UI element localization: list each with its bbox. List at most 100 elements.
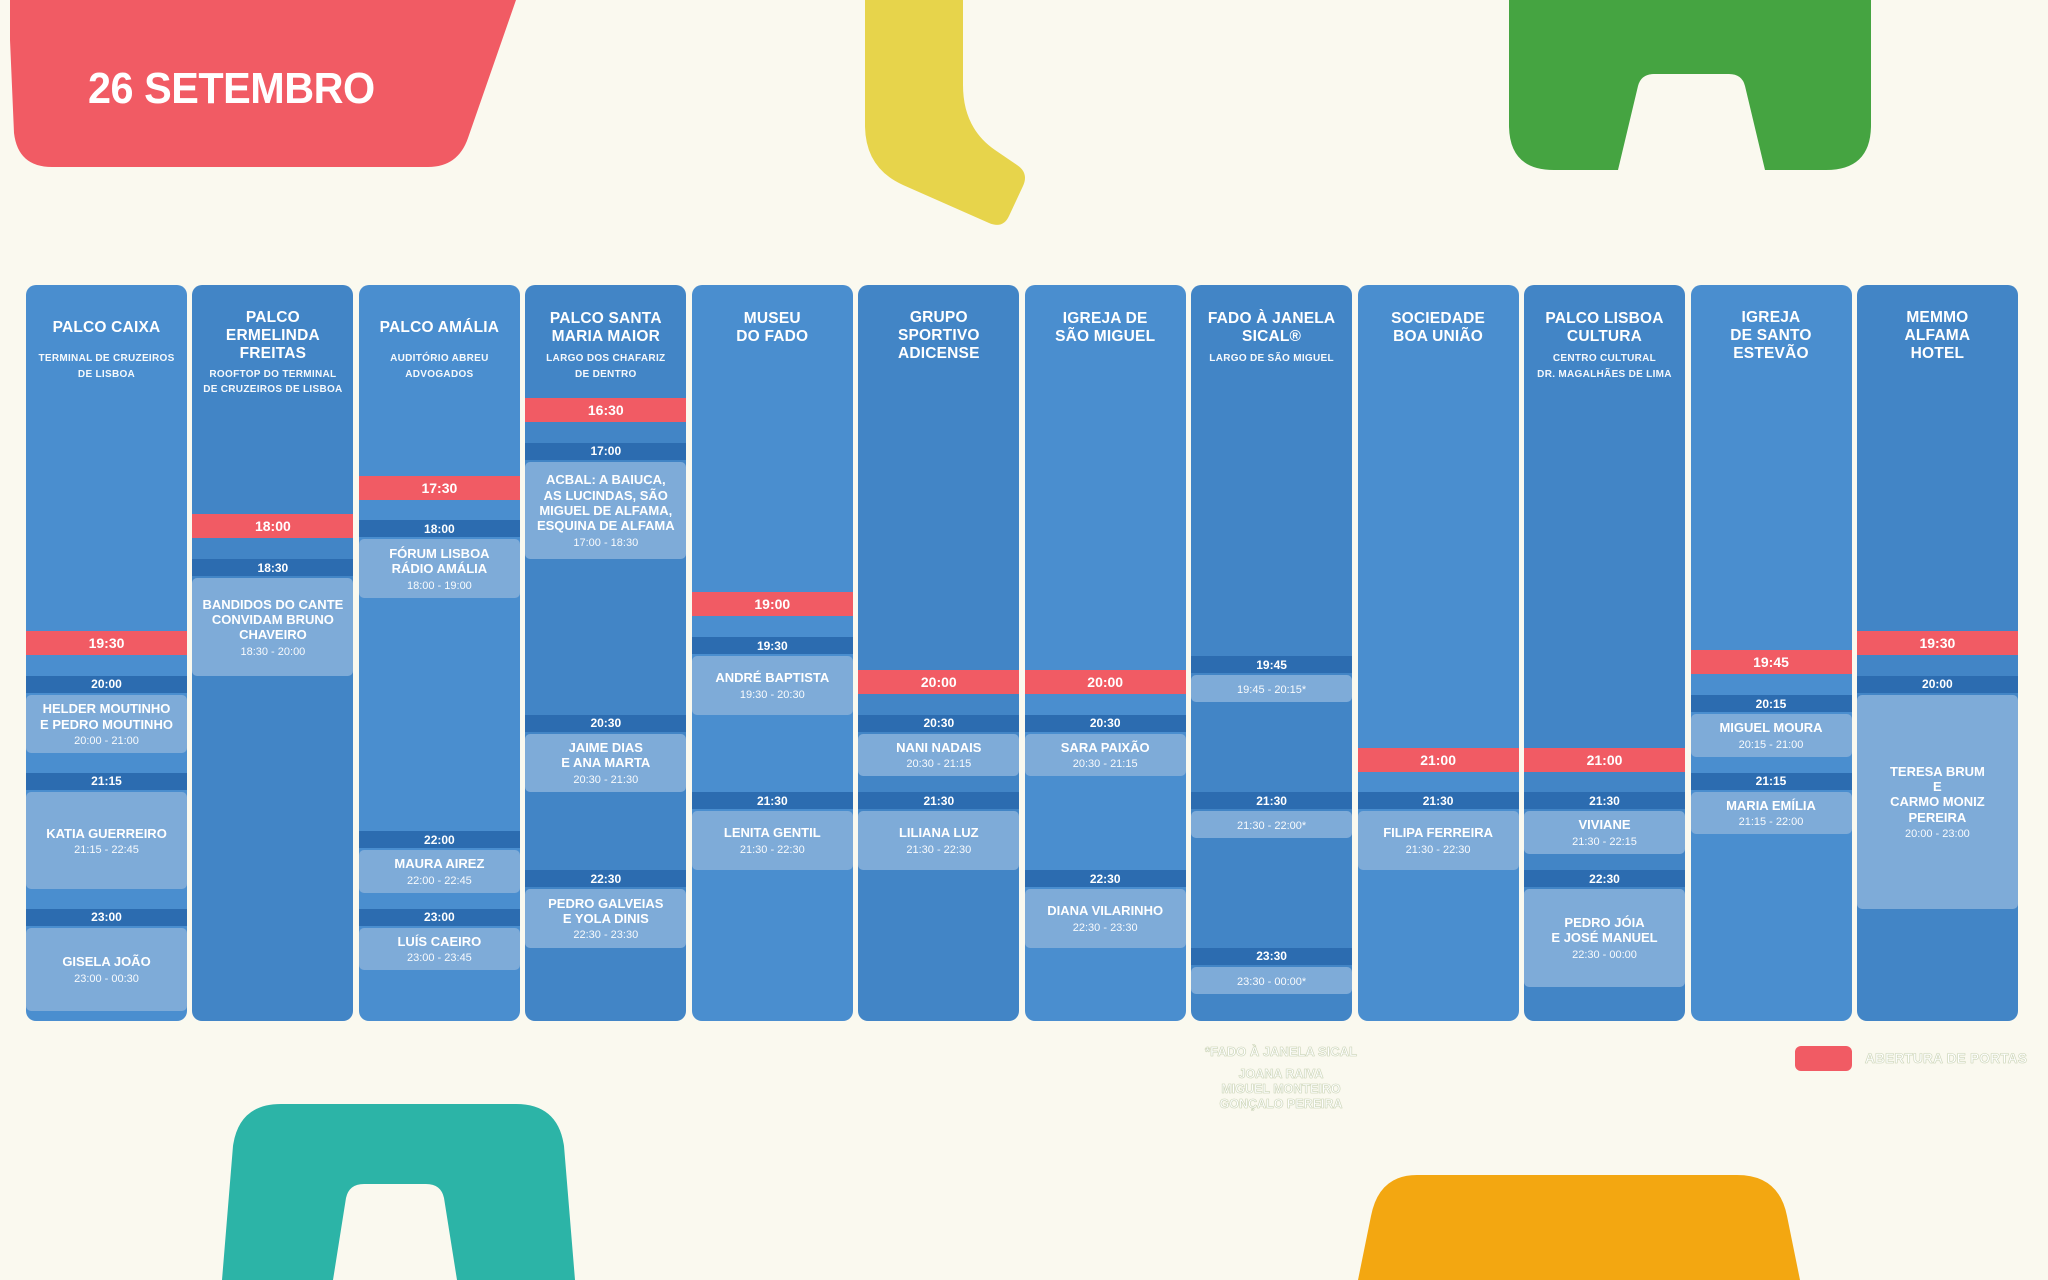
event-block: MARIA EMÍLIA 21:15 - 22:00 (1690, 791, 1852, 835)
event-time-range: 21:30 - 22:15 (1572, 835, 1637, 848)
event-block: FILIPA FERREIRA 21:30 - 22:30 (1357, 811, 1519, 870)
event-block: BANDIDOS DO CANTE CONVIDAM BRUNO CHAVEIR… (192, 578, 354, 676)
doors-open-bar: 19:30 (1856, 631, 2018, 655)
event-artist: MARIA EMÍLIA (1726, 797, 1816, 813)
event-time-range: 21:30 - 22:30 (739, 843, 805, 856)
footnote: *FADO À JANELA SICAL JOANA RAIVA MIGUEL MO… (1186, 1044, 1376, 1113)
event-time-range: 19:45 - 20:15* (1237, 684, 1307, 697)
event-start-time: 23:00 (26, 908, 187, 926)
venue-header: IGREJA DE SANTO ESTEVÃO (1691, 285, 1852, 363)
legend-label: ABERTURA DE PORTAS (1865, 1051, 2028, 1067)
venue-title: PALCO CAIXA (52, 319, 161, 337)
venue-title: GRUPO SPORTIVO ADICENSE (897, 309, 980, 362)
decor-green-arch-shape (1509, 0, 1871, 170)
event-start-time: 21:15 (26, 772, 187, 790)
footnote-line: MIGUEL MONTEIRO (1221, 1082, 1341, 1097)
doors-open-bar: 18:00 (192, 514, 354, 539)
event-block: MAURA AIREZ 22:00 - 22:45 (358, 850, 520, 893)
event-block: PEDRO JÓIA E JOSÉ MANUEL 22:30 - 00:00 (1524, 889, 1685, 987)
event-start-time: 18:00 (358, 520, 520, 538)
event-start-time: 20:30 (525, 714, 687, 732)
event-start-time: 19:45 (1191, 656, 1353, 674)
event-block: LENITA GENTIL 21:30 - 22:30 (691, 811, 853, 870)
event-artist: KATIA GUERREIRO (46, 825, 167, 841)
venue-column: PALCO AMÁLIA AUDITÓRIO ABREU ADVOGADOS 1… (358, 285, 520, 1021)
footnote-line: JOANA RAIVA (1238, 1066, 1324, 1082)
event-time-range: 23:30 - 00:00* (1237, 975, 1307, 988)
event-start-time: 21:15 (1690, 772, 1852, 790)
event-start-time: 17:00 (525, 442, 687, 460)
venue-header: IGREJA DE SÃO MIGUEL (1025, 285, 1186, 347)
event-artist: ACBAL: A BAIUCA, AS LUCINDAS, SÃO MIGUEL… (536, 472, 675, 534)
venue-column: PALCO SANTA MARIA MAIOR LARGO DOS CHAFAR… (525, 285, 687, 1021)
venue-title: PALCO ERMELINDA FREITAS (225, 309, 320, 362)
venue-column: PALCO ERMELINDA FREITAS ROOFTOP DO TERMI… (192, 285, 354, 1021)
venue-header: PALCO AMÁLIA AUDITÓRIO ABREU ADVOGADOS (359, 285, 520, 382)
event-artist: SARA PAIXÃO (1060, 739, 1150, 755)
event-time-range: 20:00 - 23:00 (1904, 828, 1970, 840)
venue-title: MEMMO ALFAMA HOTEL (1904, 309, 1971, 362)
venue-header: GRUPO SPORTIVO ADICENSE (858, 285, 1019, 363)
venue-header: MEMMO ALFAMA HOTEL (1857, 285, 2018, 363)
venue-column: IGREJA DE SANTO ESTEVÃO 19:45 20:15 MIGUEL… (1690, 285, 1852, 1021)
event-time-range: 21:15 - 22:00 (1738, 816, 1804, 829)
event-start-time: 20:00 (1856, 675, 2018, 693)
doors-open-bar: 17:30 (358, 475, 520, 500)
doors-open-bar: 16:30 (525, 397, 687, 422)
doors-open-bar: 21:00 (1524, 747, 1685, 772)
event-artist: MIGUEL MOURA (1719, 720, 1823, 736)
event-start-time: 23:00 (358, 908, 520, 926)
doors-open-color-swatch (1795, 1046, 1852, 1071)
event-time-range: 20:30 - 21:15 (1072, 757, 1138, 770)
event-time-range: 22:30 - 23:30 (573, 929, 639, 942)
event-block: FÓRUM LISBOA RÁDIO AMÁLIA 18:00 - 19:00 (358, 539, 520, 599)
event-block: HELDER MOUTINHO E PEDRO MOUTINHO 20:00 - … (26, 694, 187, 754)
doors-open-bar: 20:00 (1024, 669, 1186, 694)
event-block: ANDRÉ BAPTISTA 19:30 - 20:30 (691, 656, 853, 715)
event-block: ACBAL: A BAIUCA, AS LUCINDAS, SÃO MIGUEL… (525, 461, 687, 560)
venue-title: PALCO SANTA MARIA MAIOR (549, 310, 662, 345)
event-artist: FILIPA FERREIRA (1383, 825, 1493, 841)
event-block: 23:30 - 00:00* (1191, 966, 1353, 994)
event-start-time: 21:30 (858, 792, 1020, 810)
footnote-line: *FADO À JANELA SICAL (1205, 1044, 1358, 1060)
event-time-range: 21:30 - 22:00* (1237, 820, 1307, 833)
event-artist: PEDRO GALVEIAS E YOLA DINIS (548, 895, 664, 926)
venue-header: MUSEU DO FADO (692, 285, 853, 347)
event-artist: LENITA GENTIL (723, 825, 821, 841)
event-artist: HELDER MOUTINHO E PEDRO MOUTINHO (40, 701, 173, 732)
event-artist: BANDIDOS DO CANTE CONVIDAM BRUNO CHAVEIR… (202, 596, 344, 643)
decor-amber-arch-shape (1358, 1175, 1800, 1280)
event-start-time: 23:30 (1191, 947, 1353, 965)
decor-teal-arch-shape (222, 1104, 575, 1280)
event-artist: LILIANA LUZ (898, 825, 979, 841)
event-artist: TERESA BRUM E CARMO MONIZ PEREIRA (1889, 763, 1985, 825)
event-block: GISELA JOÃO 23:00 - 00:30 (26, 927, 187, 1011)
venue-title: FADO À JANELA SICAL® (1207, 310, 1336, 345)
venue-subtitle: CENTRO CULTURAL DR. MAGALHÃES DE LIMA (1537, 353, 1672, 380)
venue-column: PALCO LISBOA CULTURA CENTRO CULTURAL DR.… (1524, 285, 1685, 1021)
event-time-range: 18:00 - 19:00 (406, 579, 472, 592)
event-block: 19:45 - 20:15* (1191, 675, 1353, 703)
venue-title: PALCO AMÁLIA (379, 319, 500, 337)
event-block: VIVIANE 21:30 - 22:15 (1524, 811, 1685, 854)
event-block: 21:30 - 22:00* (1191, 811, 1353, 839)
event-artist: NANI NADAIS (896, 739, 982, 755)
venue-column: FADO À JANELA SICAL® LARGO DE SÃO MIGUEL… (1191, 285, 1353, 1021)
event-time-range: 20:00 - 21:00 (74, 734, 139, 747)
doors-open-bar: 19:00 (691, 592, 853, 617)
venue-column: MEMMO ALFAMA HOTEL 19:30 20:00 TERESA BRUM… (1856, 285, 2018, 1021)
event-start-time: 22:30 (1524, 870, 1685, 887)
event-block: LUÍS CAEIRO 23:00 - 23:45 (358, 927, 520, 971)
event-time-range: 18:30 - 20:00 (240, 645, 306, 658)
event-start-time: 20:15 (1690, 695, 1852, 713)
event-artist: MAURA AIREZ (394, 856, 485, 872)
venue-column: SOCIEDADE BOA UNIÃO 21:00 21:30 FILIPA FER… (1357, 285, 1519, 1021)
event-block: SARA PAIXÃO 20:30 - 21:15 (1024, 733, 1186, 776)
venue-column: IGREJA DE SÃO MIGUEL 20:00 20:30 SARA PAIX… (1024, 285, 1186, 1021)
venue-header: PALCO ERMELINDA FREITAS ROOFTOP DO TERMI… (192, 285, 353, 398)
event-time-range: 23:00 - 00:30 (74, 972, 139, 985)
event-artist: LUÍS CAEIRO (397, 933, 482, 949)
event-start-time: 21:30 (1357, 792, 1519, 810)
event-time-range: 19:30 - 20:30 (739, 688, 805, 701)
